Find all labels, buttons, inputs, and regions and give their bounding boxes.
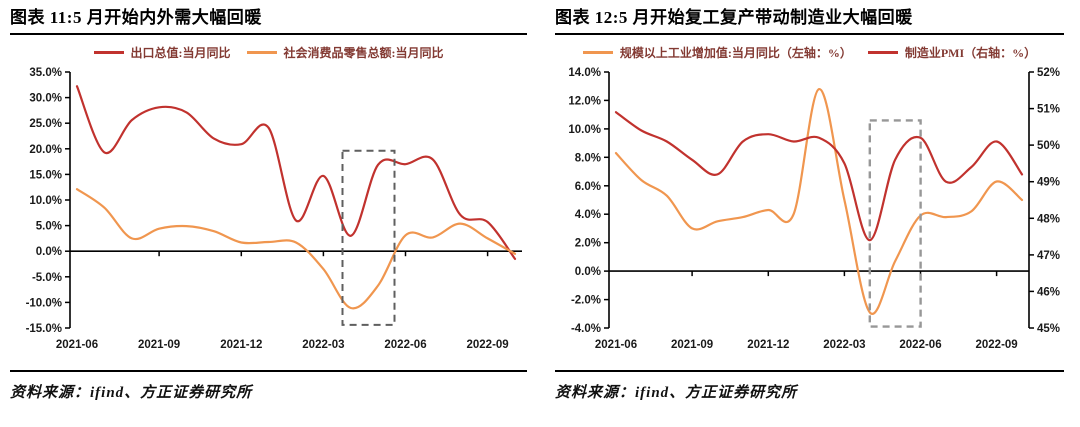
axis-label: 0.0%: [575, 266, 601, 278]
axis-label: 2021-09: [671, 339, 713, 351]
legend-label: 出口总值:当月同比: [130, 45, 231, 60]
axis-label: 2021-12: [747, 339, 789, 351]
legend-label: 规模以上工业增加值:当月同比（左轴：%）: [619, 45, 852, 60]
figure-title: 图表 11:5 月开始内外需大幅回暖: [10, 6, 527, 35]
axis-label: 5.0%: [36, 221, 62, 233]
axis-label: 50%: [1037, 140, 1060, 152]
axis-label: 2022-03: [302, 339, 344, 351]
legend: 规模以上工业增加值:当月同比（左轴：%） 制造业PMI（右轴：%）: [555, 44, 1064, 60]
series-line-0: [75, 85, 517, 260]
dashed-highlight-box: [341, 149, 396, 326]
legend-line-swatch: [246, 50, 277, 54]
axis-label: 45%: [1037, 323, 1060, 335]
axis-label: 0.0%: [36, 246, 62, 258]
axis-label: 49%: [1037, 177, 1060, 189]
legend-line-swatch: [93, 50, 124, 54]
legend-item-manufacturing-pmi: 制造业PMI（右轴：%）: [867, 44, 1037, 61]
dashed-highlight-box: [868, 119, 922, 328]
axis-label: -5.0%: [32, 272, 62, 284]
figure-title: 图表 12:5 月开始复工复产带动制造业大幅回暖: [555, 6, 1064, 35]
legend-label: 制造业PMI（右轴：%）: [904, 45, 1037, 60]
axis-label: 51%: [1037, 104, 1060, 116]
axis-label: 15.0%: [29, 169, 62, 181]
axis-label: 2022-09: [466, 339, 508, 351]
series-line-0: [614, 87, 1024, 315]
axis-label: 2022-03: [823, 339, 865, 351]
axis-label: 2022-06: [384, 339, 426, 351]
axis-label: 46%: [1037, 286, 1060, 298]
legend-item-retail-sales: 社会消费品零售总额:当月同比: [246, 44, 444, 61]
axis-label: 2021-06: [56, 339, 98, 351]
axis-label: 30.0%: [29, 93, 62, 105]
source-text: 资料来源：ifind、方正证券研究所: [10, 385, 253, 401]
legend-item-exports: 出口总值:当月同比: [93, 44, 231, 61]
axis-label: 2.0%: [575, 238, 601, 250]
axis-label: 14.0%: [568, 67, 601, 79]
axis-label: 6.0%: [575, 181, 601, 193]
axis-label: 2021-06: [595, 339, 637, 351]
legend: 出口总值:当月同比 社会消费品零售总额:当月同比: [10, 44, 527, 60]
axis-label: -4.0%: [571, 323, 601, 335]
axis-label: 2022-06: [899, 339, 941, 351]
axis-label: 2021-12: [220, 339, 262, 351]
source-note: 资料来源：ifind、方正证券研究所: [10, 370, 527, 402]
legend-item-industrial-output: 规模以上工业增加值:当月同比（左轴：%）: [582, 44, 852, 61]
legend-line-swatch: [867, 50, 898, 54]
series-line-1: [614, 111, 1024, 242]
axis-label: 35.0%: [29, 67, 62, 79]
legend-label: 社会消费品零售总额:当月同比: [283, 45, 444, 60]
axis-label: 25.0%: [29, 118, 62, 130]
series-line-1: [75, 188, 517, 310]
axis-label: 12.0%: [568, 95, 601, 107]
figure-panel-industry-pmi: 图表 12:5 月开始复工复产带动制造业大幅回暖 规模以上工业增加值:当月同比（…: [540, 0, 1080, 427]
legend-line-swatch: [582, 50, 613, 54]
source-note: 资料来源：ifind、方正证券研究所: [555, 370, 1064, 402]
axis-label: 2021-09: [138, 339, 180, 351]
axis-label: 20.0%: [29, 144, 62, 156]
figure-panel-exports-retail: 图表 11:5 月开始内外需大幅回暖 出口总值:当月同比 社会消费品零售总额:当…: [10, 6, 527, 402]
axis-label: 8.0%: [575, 152, 601, 164]
line-chart-exports-retail: 35.0% 30.0% 25.0% 20.0% 15.0% 10.0% 5.0% 0.0% -5…: [26, 67, 522, 351]
axis-label: 10.0%: [568, 124, 601, 136]
axis-label: 48%: [1037, 213, 1060, 225]
source-text: 资料来源：ifind、方正证券研究所: [555, 385, 798, 401]
axis-label: -15.0%: [26, 323, 62, 335]
axis-label: 47%: [1037, 250, 1060, 262]
axis-label: -10.0%: [26, 297, 62, 309]
line-chart-industry-pmi: 14.0% 12.0% 10.0% 8.0% 6.0% 4.0% 2.0% 0.0% -2.0%…: [568, 67, 1060, 351]
axis-label: 2022-09: [975, 339, 1017, 351]
axis-label: 4.0%: [575, 209, 601, 221]
axis-label: -2.0%: [571, 295, 601, 307]
axis-label: 10.0%: [29, 195, 62, 207]
axis-label: 52%: [1037, 67, 1060, 79]
